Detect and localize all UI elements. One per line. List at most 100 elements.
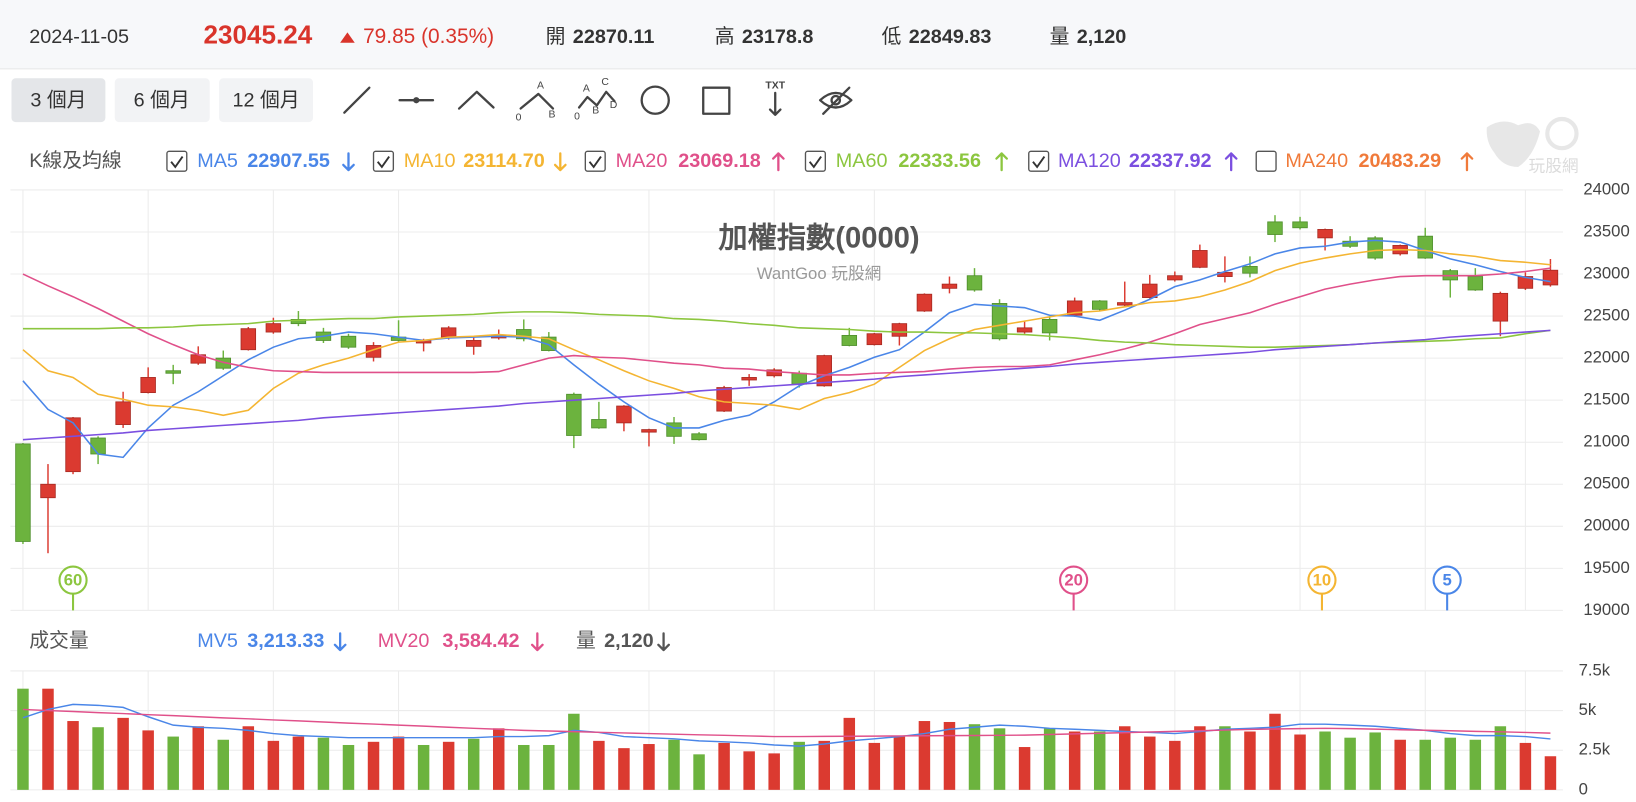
volume-bar: [1169, 740, 1181, 790]
volume-bar: [1519, 742, 1532, 790]
volume-bar: [1269, 713, 1281, 790]
candle-body: [841, 334, 858, 346]
candle-body: [616, 405, 632, 424]
icon: [519, 92, 555, 110]
ma-marker: [1059, 565, 1089, 595]
candle-body: [440, 327, 457, 338]
legend-name: MV20: [378, 630, 430, 652]
ma-marker: [58, 565, 88, 595]
tool-line[interactable]: [343, 86, 371, 114]
tool-abcd[interactable]: A C 0 B D: [574, 77, 618, 122]
candle-body: [1142, 283, 1158, 298]
icon-text: B: [548, 110, 555, 121]
y-tick-label: 23000: [1583, 263, 1629, 282]
tool-rect[interactable]: [702, 86, 731, 115]
candle-body: [741, 377, 757, 381]
volume-bar: [543, 744, 555, 790]
volume-bar: [943, 721, 956, 790]
button-bg: [11, 78, 106, 123]
volume-bar: [1119, 726, 1131, 790]
watermark-text: 玩股網: [1529, 156, 1579, 175]
high-label: 高: [715, 26, 735, 48]
legend-value: 20483.29: [1358, 150, 1441, 172]
checkmark: [588, 156, 602, 169]
candle-body: [1167, 275, 1183, 281]
volume-bar: [518, 744, 530, 790]
volume-bar: [142, 730, 154, 790]
ma-line: [22, 239, 1551, 459]
ma-line: [22, 329, 1551, 441]
range-button[interactable]: 3 個月: [11, 78, 106, 123]
open-value: 22870.11: [573, 26, 655, 48]
range-button[interactable]: 12 個月: [219, 78, 314, 123]
chart-area: 19000 19500 20000 20500 21000 21500 22000 22500…: [10, 150, 1630, 798]
legend-checkbox[interactable]: [166, 150, 188, 172]
logo: [1545, 116, 1579, 151]
tool-abc[interactable]: A 0 B: [516, 80, 556, 123]
y-tick-label: 19500: [1583, 558, 1629, 577]
change: 79.85 (0.35%): [363, 25, 494, 48]
logo: [1486, 121, 1541, 167]
y-tick-label: 22500: [1583, 305, 1629, 324]
marker-label: 5: [1443, 571, 1452, 590]
candle-body: [90, 437, 106, 455]
legend-value: 22907.55: [247, 150, 330, 172]
candle-body: [1317, 229, 1333, 239]
volume-bar: [342, 744, 355, 790]
tool-circle[interactable]: [640, 85, 670, 115]
tool-text[interactable]: TXT: [765, 80, 786, 116]
high-value: 23178.8: [742, 26, 814, 48]
chart-title: 加權指數(0000): [718, 222, 919, 255]
icon-text: 0: [574, 112, 580, 123]
tool-angle[interactable]: [457, 90, 495, 110]
legend-checkbox[interactable]: [1028, 150, 1050, 172]
candle-body: [1066, 300, 1083, 316]
checkmark: [170, 156, 184, 169]
y-tick-label: 19000: [1583, 600, 1629, 619]
volume-bar: [1419, 739, 1431, 790]
y-tick-label: 5k: [1579, 700, 1597, 719]
candle-body: [15, 443, 31, 542]
range-button[interactable]: 6 個月: [114, 78, 210, 123]
volume-bar: [292, 736, 305, 790]
tool-hline[interactable]: [398, 97, 435, 104]
legend-name: MA120: [1058, 150, 1121, 172]
volume-bar: [1244, 731, 1256, 790]
y-tick-label: 7.5k: [1579, 660, 1611, 679]
legend-value: 22333.56: [898, 150, 981, 172]
icon-text: A: [583, 83, 590, 94]
legend-checkbox[interactable]: [372, 150, 395, 172]
trend-arrow: [995, 152, 1008, 172]
volume-bar: [1319, 731, 1331, 790]
legend-checkbox[interactable]: [804, 150, 826, 172]
ma-line: [22, 311, 1551, 348]
candle-body: [1117, 302, 1133, 306]
candle-body: [1492, 292, 1509, 322]
date: 2024-11-05: [29, 26, 129, 48]
icon-text: A: [537, 80, 544, 91]
candle-body: [916, 293, 933, 312]
checkbox: [166, 150, 188, 172]
icon-text: B: [592, 105, 599, 116]
legend-checkbox[interactable]: [584, 150, 606, 172]
legend-value: 3,213.33: [247, 630, 324, 652]
up-triangle: [340, 32, 355, 43]
y-tick-label: 20000: [1583, 516, 1629, 535]
candle-body: [1467, 276, 1484, 291]
marker-label: 20: [1064, 571, 1083, 590]
candle-body: [791, 372, 807, 385]
volume-label: 量: [1050, 26, 1070, 48]
tool-hide[interactable]: [818, 86, 853, 115]
volume-bar: [818, 740, 830, 790]
legend-name: MV5: [197, 630, 238, 652]
volume-bar: [1018, 747, 1031, 790]
volume-bar: [1369, 732, 1381, 790]
icon-text: 0: [516, 113, 522, 124]
candle-body: [591, 419, 607, 429]
y-tick-label: 21500: [1583, 390, 1629, 409]
legend-checkbox[interactable]: [1255, 150, 1277, 172]
volume-bar: [843, 717, 856, 790]
volume-bar: [1144, 736, 1156, 790]
volume-bar: [643, 744, 655, 790]
